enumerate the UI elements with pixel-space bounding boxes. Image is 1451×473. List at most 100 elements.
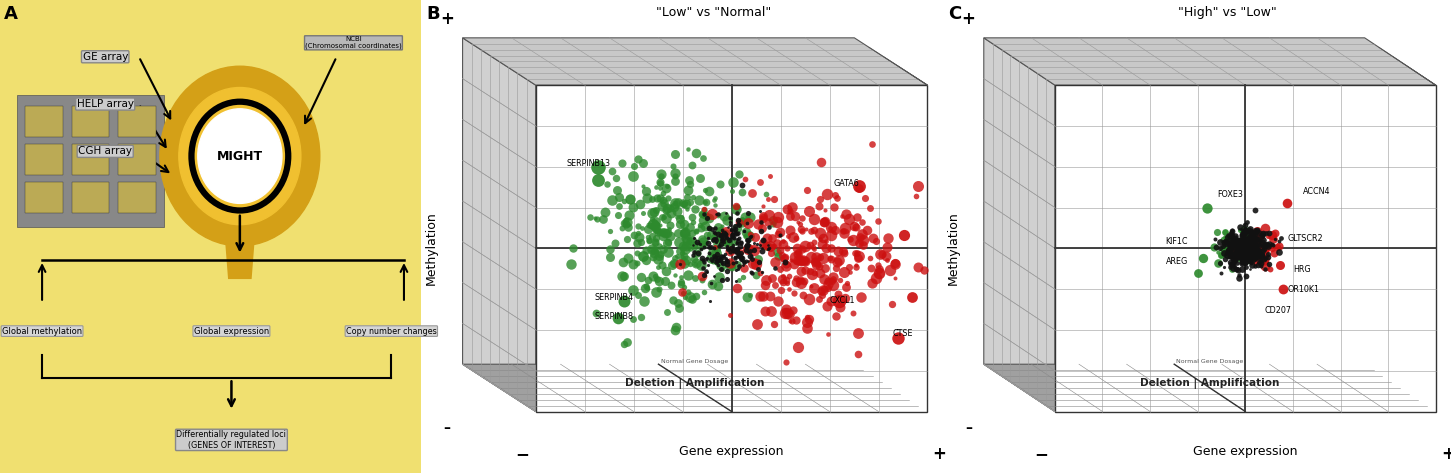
Point bbox=[798, 241, 821, 249]
Point bbox=[698, 298, 721, 305]
Point bbox=[1191, 254, 1214, 262]
Point bbox=[1217, 253, 1241, 261]
Point bbox=[1239, 244, 1262, 252]
Point bbox=[847, 183, 871, 190]
Point bbox=[622, 231, 646, 238]
Point bbox=[1242, 241, 1265, 248]
Point bbox=[731, 228, 755, 235]
Point bbox=[1235, 249, 1258, 257]
Point bbox=[1271, 285, 1294, 293]
Point bbox=[647, 228, 670, 236]
Point bbox=[663, 172, 686, 179]
Point bbox=[1235, 227, 1258, 235]
Point bbox=[1229, 254, 1252, 262]
Point bbox=[1229, 246, 1252, 254]
Point bbox=[727, 170, 750, 178]
Point bbox=[794, 226, 817, 233]
Point bbox=[727, 221, 750, 228]
Point bbox=[749, 207, 772, 214]
Point bbox=[657, 221, 681, 229]
Point bbox=[805, 254, 829, 261]
Point bbox=[701, 248, 724, 255]
Point bbox=[1228, 252, 1251, 259]
Point bbox=[766, 248, 789, 255]
Point bbox=[892, 231, 916, 239]
Point bbox=[651, 213, 675, 221]
Point bbox=[1244, 245, 1267, 253]
Point bbox=[730, 256, 753, 264]
Point bbox=[718, 240, 741, 247]
Point bbox=[714, 231, 737, 238]
Point bbox=[1233, 255, 1257, 263]
Point bbox=[808, 235, 831, 243]
Point bbox=[800, 228, 823, 235]
Point bbox=[711, 226, 734, 234]
Point bbox=[696, 239, 720, 247]
Point bbox=[1209, 251, 1232, 259]
Point bbox=[773, 309, 797, 317]
Point bbox=[699, 243, 723, 251]
Point bbox=[1244, 232, 1267, 240]
Point bbox=[1222, 254, 1245, 262]
Point bbox=[904, 192, 927, 200]
Point bbox=[1267, 249, 1290, 256]
Point bbox=[1219, 246, 1242, 254]
Point bbox=[1216, 245, 1239, 253]
Point bbox=[907, 263, 930, 271]
Point bbox=[1239, 226, 1262, 233]
Text: CGH array: CGH array bbox=[78, 146, 132, 157]
Point bbox=[1219, 249, 1242, 256]
Point bbox=[1226, 236, 1249, 244]
Point bbox=[1226, 266, 1249, 274]
Point bbox=[755, 191, 778, 198]
Point bbox=[808, 254, 831, 261]
Point bbox=[743, 233, 766, 240]
Point bbox=[778, 310, 801, 318]
Point bbox=[757, 173, 781, 180]
Point bbox=[734, 213, 757, 221]
Point bbox=[1229, 225, 1252, 232]
Point bbox=[688, 197, 711, 204]
Point bbox=[1254, 224, 1277, 232]
Point bbox=[760, 220, 784, 228]
Point bbox=[768, 254, 791, 262]
Point bbox=[609, 159, 633, 167]
Point bbox=[643, 272, 666, 280]
Point bbox=[797, 207, 820, 215]
Point bbox=[821, 275, 844, 283]
Point bbox=[1223, 256, 1246, 263]
Point bbox=[1216, 249, 1239, 256]
Point bbox=[1268, 237, 1291, 245]
Point bbox=[1223, 254, 1246, 262]
Point bbox=[714, 239, 737, 246]
Point bbox=[692, 206, 715, 213]
Point bbox=[689, 221, 712, 228]
Point bbox=[650, 202, 673, 210]
Point bbox=[887, 334, 910, 342]
Point bbox=[718, 311, 741, 318]
Point bbox=[1254, 255, 1277, 263]
Point bbox=[786, 256, 810, 263]
Point bbox=[1230, 245, 1254, 253]
Point bbox=[710, 276, 733, 284]
Point bbox=[1220, 226, 1244, 234]
Point bbox=[586, 176, 609, 184]
Point bbox=[868, 265, 891, 273]
Point bbox=[726, 210, 749, 217]
Point bbox=[1209, 251, 1232, 259]
Point bbox=[646, 263, 669, 271]
Point bbox=[730, 249, 753, 257]
Point bbox=[1244, 241, 1267, 248]
Point bbox=[718, 259, 741, 267]
Point bbox=[692, 243, 715, 251]
Point bbox=[734, 257, 757, 265]
Point bbox=[679, 223, 702, 231]
Point bbox=[586, 163, 609, 171]
Point bbox=[1220, 244, 1244, 252]
Point bbox=[850, 230, 874, 238]
Point bbox=[726, 239, 749, 247]
Point bbox=[795, 324, 818, 331]
Point bbox=[741, 259, 765, 266]
Point bbox=[784, 212, 807, 219]
Point bbox=[827, 297, 850, 304]
